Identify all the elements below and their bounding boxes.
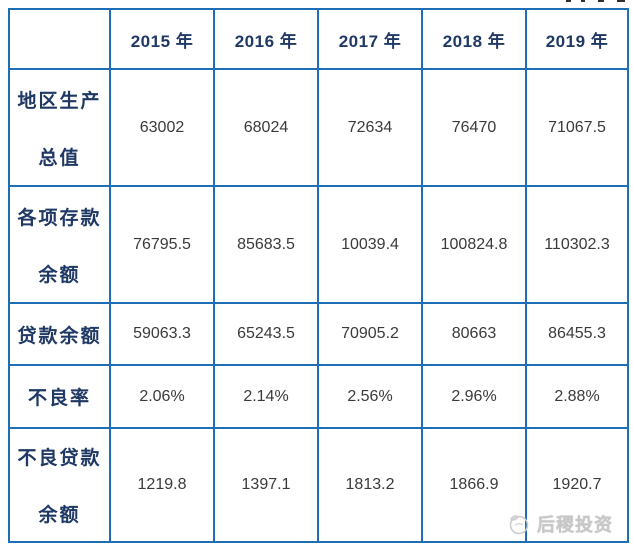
table-cell: 10039.4 <box>317 185 423 304</box>
table-cell: 2.56% <box>317 364 423 429</box>
table-row-loans: 贷款余额 59063.3 65243.5 70905.2 80663 86455… <box>8 302 629 366</box>
column-header-2015: 2015 年 <box>109 8 215 70</box>
table-row-gdp: 地区生产 总值 63002 68024 72634 76470 71067.5 <box>8 68 629 187</box>
row-label-gdp: 地区生产 总值 <box>8 68 111 187</box>
table-cell: 85683.5 <box>213 185 319 304</box>
column-header-2016: 2016 年 <box>213 8 319 70</box>
corner-cell <box>8 8 111 70</box>
table-cell: 2.88% <box>525 364 629 429</box>
row-label-line: 不良率 <box>27 388 91 409</box>
table-cell: 71067.5 <box>525 68 629 187</box>
table-cell: 70905.2 <box>317 302 423 366</box>
row-label-loans: 贷款余额 <box>8 302 111 366</box>
row-label-npl-ratio: 不良率 <box>8 364 111 429</box>
table-cell: 76795.5 <box>109 185 215 304</box>
table-cell: 1813.2 <box>317 427 423 543</box>
cropped-text-remnant <box>560 0 634 3</box>
table-cell: 76470 <box>421 68 527 187</box>
table-cell: 1219.8 <box>109 427 215 543</box>
table-cell: 2.14% <box>213 364 319 429</box>
table-cell: 86455.3 <box>525 302 629 366</box>
table-cell: 1397.1 <box>213 427 319 543</box>
row-label-line: 总值 <box>38 147 81 169</box>
table-cell: 80663 <box>421 302 527 366</box>
table-cell: 63002 <box>109 68 215 187</box>
table-cell: 2.06% <box>109 364 215 429</box>
table-row-npl-ratio: 不良率 2.06% 2.14% 2.56% 2.96% 2.88% <box>8 364 629 429</box>
table-row-npl-balance: 不良贷款 余额 1219.8 1397.1 1813.2 1866.9 1920… <box>8 427 629 543</box>
row-label-line: 贷款余额 <box>17 325 102 347</box>
table-cell: 1920.7 <box>525 427 629 543</box>
table-cell: 1866.9 <box>421 427 527 543</box>
row-label-line: 各项存款 <box>17 207 102 229</box>
column-header-2018: 2018 年 <box>421 8 527 70</box>
cropped-text-remnant-mark <box>566 0 571 2</box>
table-cell: 110302.3 <box>525 185 629 304</box>
row-label-line: 余额 <box>38 505 81 526</box>
cropped-text-remnant-mark <box>598 0 604 2</box>
table-cell: 68024 <box>213 68 319 187</box>
column-header-2017: 2017 年 <box>317 8 423 70</box>
financial-data-table: 2015 年 2016 年 2017 年 2018 年 2019 年 地区生产 … <box>8 8 629 543</box>
row-label-line: 地区生产 <box>17 90 102 112</box>
table-cell: 59063.3 <box>109 302 215 366</box>
table-cell: 72634 <box>317 68 423 187</box>
table-cell: 100824.8 <box>421 185 527 304</box>
row-label-line: 余额 <box>38 264 81 286</box>
cropped-text-remnant-mark <box>617 0 625 2</box>
cropped-text-remnant-mark <box>581 0 585 2</box>
table-cell: 65243.5 <box>213 302 319 366</box>
table-cell: 2.96% <box>421 364 527 429</box>
column-header-2019: 2019 年 <box>525 8 629 70</box>
row-label-deposits: 各项存款 余额 <box>8 185 111 304</box>
row-label-line: 不良贷款 <box>17 448 102 469</box>
header-row: 2015 年 2016 年 2017 年 2018 年 2019 年 <box>8 8 629 70</box>
row-label-npl-balance: 不良贷款 余额 <box>8 427 111 543</box>
table-row-deposits: 各项存款 余额 76795.5 85683.5 10039.4 100824.8… <box>8 185 629 304</box>
